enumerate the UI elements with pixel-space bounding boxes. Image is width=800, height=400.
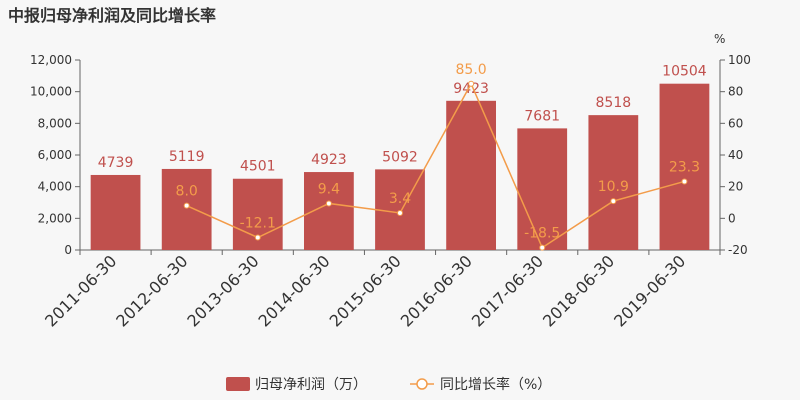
- x-tick-label: 2015-06-30: [326, 251, 405, 330]
- growth-point: [610, 198, 617, 205]
- growth-point: [539, 244, 546, 251]
- bar-value-label: 8518: [596, 95, 632, 111]
- growth-value-label: 23.3: [669, 159, 700, 175]
- growth-value-label: 85.0: [456, 62, 487, 78]
- bar-value-label: 7681: [524, 108, 560, 124]
- y-right-unit: %: [714, 32, 725, 46]
- x-tick-label: 2014-06-30: [255, 251, 334, 330]
- y-right-tick-label: -20: [728, 243, 748, 257]
- chart-title: 中报归母净利润及同比增长率: [8, 6, 216, 25]
- legend-bar-label[interactable]: 归母净利润（万）: [255, 376, 367, 393]
- x-tick-label: 2012-06-30: [112, 251, 191, 330]
- legend: 归母净利润（万） 同比增长率（%）: [226, 376, 551, 393]
- growth-point: [254, 234, 261, 241]
- y-left-tick-label: 10,000: [30, 85, 72, 99]
- legend-line-marker: [416, 378, 428, 390]
- y-left-tick-label: 2,000: [38, 211, 72, 225]
- x-tick-label: 2017-06-30: [468, 251, 547, 330]
- y-left-tick-label: 4,000: [38, 180, 72, 194]
- legend-bar-swatch[interactable]: [226, 377, 250, 391]
- bar-value-label: 10504: [662, 64, 707, 80]
- growth-value-label: 9.4: [318, 181, 340, 197]
- y-left-tick-label: 6,000: [38, 148, 72, 162]
- y-right-tick-label: 20: [728, 180, 743, 194]
- bar-value-label: 4501: [240, 159, 276, 175]
- bar: [446, 100, 496, 251]
- x-tick-label: 2018-06-30: [539, 251, 618, 330]
- growth-line: [186, 82, 685, 249]
- growth-value-label: -18.5: [524, 226, 560, 242]
- growth-value-label: 3.4: [389, 191, 411, 207]
- growth-value-label: -12.1: [240, 215, 276, 231]
- x-tick-label: 2011-06-30: [41, 251, 120, 330]
- growth-point: [183, 202, 190, 209]
- bar: [659, 83, 710, 250]
- bar: [161, 168, 212, 250]
- bar-value-label: 4923: [311, 152, 347, 168]
- y-right-tick-label: 40: [728, 148, 743, 162]
- x-tick-label: 2013-06-30: [183, 251, 262, 330]
- plot-area: 0 2,000 4,000 6,000 8,000 10,000 12,000 -20 0 20 4…: [30, 32, 751, 331]
- growth-value-label: 8.0: [176, 184, 198, 200]
- y-right-tick-label: 0: [728, 211, 736, 225]
- y-left-tick-label: 8,000: [38, 116, 72, 130]
- x-tick-label: 2019-06-30: [610, 251, 689, 330]
- bar: [90, 174, 141, 250]
- y-left-tick-label: 12,000: [30, 53, 72, 67]
- growth-point: [397, 209, 403, 216]
- y-right-tick-label: 100: [728, 53, 751, 67]
- bar-value-label: 5092: [382, 149, 418, 165]
- growth-point: [681, 178, 688, 185]
- bar-value-label: 5119: [169, 149, 205, 165]
- bar-value-label: 4739: [98, 155, 134, 171]
- y-right-tick-label: 60: [728, 116, 743, 130]
- bar: [588, 115, 639, 250]
- x-tick-label: 2016-06-30: [397, 251, 476, 330]
- bar-value-label: 9423: [453, 81, 489, 97]
- legend-line-label[interactable]: 同比增长率（%）: [440, 376, 551, 393]
- growth-point: [325, 200, 332, 207]
- y-right-tick-label: 80: [728, 85, 743, 99]
- growth-point: [468, 80, 475, 87]
- bar: [517, 128, 568, 250]
- y-left-tick-label: 0: [64, 243, 72, 257]
- growth-value-label: 10.9: [598, 179, 629, 195]
